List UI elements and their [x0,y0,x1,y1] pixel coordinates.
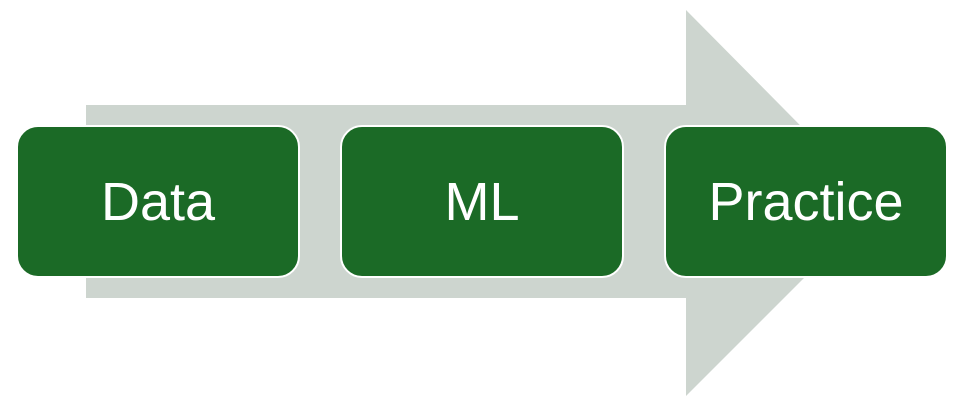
step-label-practice: Practice [708,171,904,232]
step-label-ml: ML [444,171,520,232]
step-box-data: Data [16,125,300,278]
step-label-data: Data [100,171,216,232]
step-box-ml: ML [340,125,624,278]
step-box-practice: Practice [664,125,948,278]
